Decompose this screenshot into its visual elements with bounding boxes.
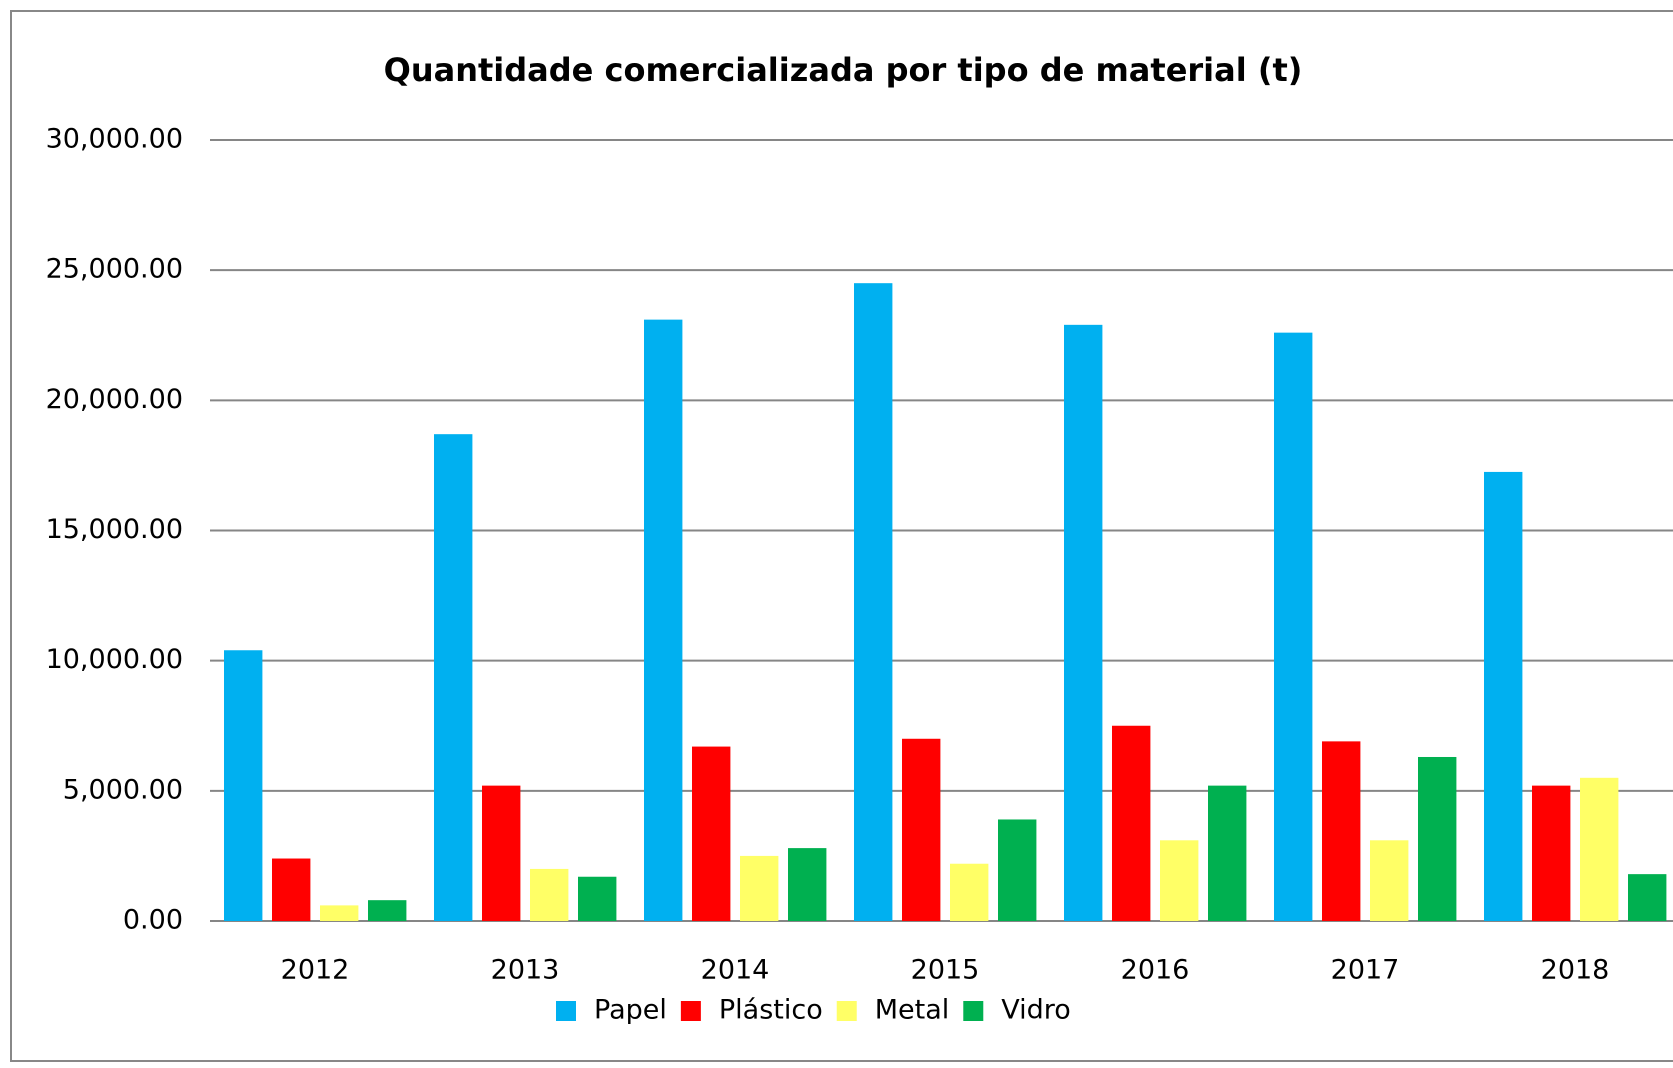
bar: [1418, 756, 1457, 921]
bar: [1628, 874, 1667, 921]
x-tick-label: 2014: [701, 955, 770, 986]
legend-swatch: [836, 1001, 857, 1021]
bar: [1112, 725, 1151, 921]
bar: [1274, 332, 1313, 921]
x-tick-label: 2013: [491, 955, 560, 986]
bar: [224, 650, 263, 921]
bar: [1064, 324, 1103, 921]
bar: [1160, 840, 1199, 921]
bar: [272, 858, 311, 921]
legend-label: Vidro: [1001, 995, 1071, 1026]
y-tick-label: 15,000.00: [46, 514, 183, 545]
legend-swatch: [963, 1001, 984, 1021]
y-tick-label: 5,000.00: [63, 774, 183, 805]
y-tick-label: 10,000.00: [46, 644, 183, 675]
bar: [1484, 471, 1523, 921]
legend-label: Metal: [875, 995, 950, 1026]
bar: [530, 868, 569, 921]
bar: [1208, 785, 1247, 921]
x-tick-label: 2018: [1541, 955, 1610, 986]
bar: [1322, 741, 1361, 921]
x-tick-label: 2017: [1331, 955, 1400, 986]
bar: [434, 434, 473, 921]
bar: [320, 905, 359, 921]
y-tick-label: 20,000.00: [46, 384, 183, 415]
x-tick-label: 2012: [281, 955, 350, 986]
bar: [854, 283, 893, 921]
y-tick-label: 0.00: [123, 905, 183, 936]
bar: [1580, 777, 1619, 921]
legend-swatch: [556, 1001, 576, 1021]
bar: [692, 746, 731, 921]
legend-label: Plástico: [719, 995, 823, 1026]
bar: [644, 319, 683, 921]
x-tick-label: 2016: [1121, 955, 1190, 986]
bar: [578, 876, 617, 921]
bar: [368, 900, 407, 921]
legend-label: Papel: [594, 995, 667, 1026]
chart-title: Quantidade comercializada por tipo de ma…: [384, 51, 1303, 89]
bar: [1532, 785, 1571, 921]
bar: [740, 855, 779, 921]
bar: [1370, 840, 1409, 921]
bar: [788, 848, 827, 921]
legend-swatch: [680, 1001, 701, 1021]
bar: [998, 819, 1037, 921]
bar: [482, 785, 521, 921]
x-tick-label: 2015: [911, 955, 980, 986]
bar: [902, 738, 941, 921]
bar: [950, 863, 989, 921]
y-tick-label: 25,000.00: [46, 254, 183, 285]
y-tick-label: 30,000.00: [46, 124, 183, 155]
